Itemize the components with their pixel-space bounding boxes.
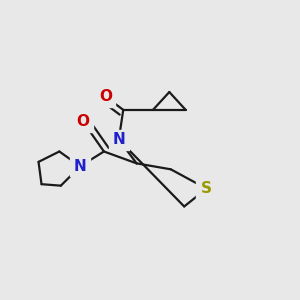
Point: [78, 164, 82, 169]
Text: O: O: [76, 114, 90, 129]
Text: S: S: [201, 181, 212, 196]
Text: N: N: [112, 132, 125, 147]
Text: O: O: [99, 89, 112, 104]
Text: N: N: [74, 159, 86, 174]
Point: [103, 94, 108, 99]
Point: [81, 119, 85, 124]
Point: [204, 186, 209, 191]
Point: [116, 137, 121, 142]
